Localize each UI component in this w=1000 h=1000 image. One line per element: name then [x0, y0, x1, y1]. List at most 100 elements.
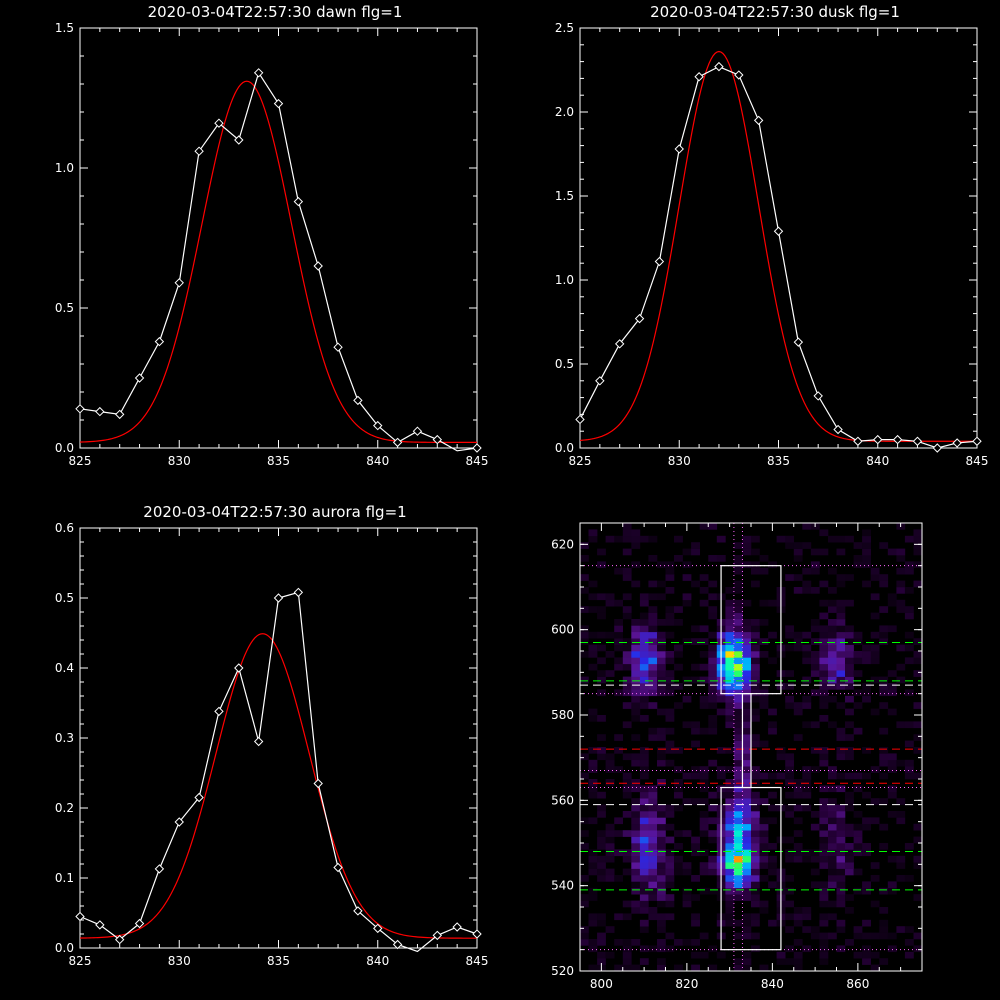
heatmap-cell: [913, 670, 922, 677]
heatmap-cell: [802, 651, 812, 658]
heatmap-cell: [896, 644, 906, 652]
heatmap-cell: [639, 612, 649, 620]
heatmap-cell: [751, 894, 760, 901]
heatmap-cell: [699, 599, 709, 607]
heatmap-cell: [657, 887, 666, 895]
heatmap-cell: [904, 843, 914, 850]
heatmap-cell: [622, 811, 632, 818]
heatmap-cell: [751, 651, 760, 658]
heatmap-cell: [580, 625, 589, 633]
aurora-data-point: [472, 929, 482, 939]
heatmap-cell: [793, 574, 803, 581]
heatmap-cell: [751, 868, 760, 876]
heatmap-cell: [836, 619, 846, 626]
heatmap-cell: [879, 542, 889, 549]
heatmap-cell: [665, 900, 675, 908]
heatmap-cell: [674, 619, 683, 626]
heatmap-cell: [657, 855, 666, 863]
heatmap-cell: [674, 830, 683, 837]
heatmap-cell: [776, 958, 786, 965]
heatmap-cell: [862, 919, 871, 927]
dawn-data-point: [75, 404, 85, 414]
heatmap-cell: [802, 542, 812, 549]
heatmap-cell: [759, 619, 769, 626]
heatmap-cell: [631, 804, 641, 812]
heatmap-cell: [742, 817, 752, 825]
heatmap-cell: [802, 644, 812, 652]
heatmap-cell: [725, 855, 735, 863]
heatmap-cell: [819, 919, 829, 927]
heatmap-cell: [733, 727, 743, 735]
heatmap-cell: [588, 868, 598, 876]
heatmap-xtick-label: 860: [846, 977, 869, 991]
heatmap-cell: [665, 567, 675, 575]
heatmap-cell: [639, 644, 649, 652]
heatmap-cell: [845, 843, 854, 850]
heatmap-cell: [887, 593, 897, 601]
heatmap-cell: [614, 964, 623, 971]
heatmap-cell: [733, 862, 743, 869]
heatmap-cell: [605, 836, 615, 844]
heatmap-cell: [657, 964, 666, 971]
heatmap-cell: [733, 631, 743, 639]
heatmap-cell: [759, 695, 769, 703]
heatmap-cell: [639, 785, 649, 793]
heatmap-cell: [639, 599, 649, 607]
heatmap-cell: [853, 727, 863, 735]
heatmap-cell: [879, 574, 889, 581]
heatmap-cell: [810, 548, 820, 556]
heatmap-cell: [648, 894, 658, 901]
heatmap-cell: [708, 715, 718, 722]
heatmap-cell: [742, 958, 752, 965]
heatmap-cell: [793, 587, 803, 594]
heatmap-cell: [733, 580, 743, 588]
dawn-xtick-label: 845: [466, 454, 489, 468]
heatmap-cell: [682, 887, 692, 895]
dawn-data-point: [234, 135, 244, 145]
heatmap-cell: [785, 779, 794, 786]
heatmap-cell: [622, 753, 632, 761]
heatmap-cell: [887, 599, 897, 607]
heatmap-cell: [862, 951, 871, 959]
heatmap-cell: [657, 753, 666, 761]
heatmap-cell: [648, 702, 658, 709]
heatmap-cell: [853, 823, 863, 831]
heatmap-cell: [665, 747, 675, 754]
heatmap-cell: [802, 791, 812, 799]
dawn-data-point: [154, 336, 165, 347]
heatmap-cell: [648, 875, 658, 882]
heatmap-cell: [845, 939, 854, 946]
heatmap-cell: [708, 580, 718, 588]
heatmap-cells: [580, 523, 922, 971]
heatmap-cell: [751, 567, 760, 575]
heatmap-cell: [657, 804, 666, 812]
heatmap-cell: [614, 638, 623, 645]
dawn-data-point: [412, 426, 423, 436]
heatmap-cell: [657, 817, 666, 825]
heatmap-cell: [605, 849, 615, 857]
heatmap-cell: [622, 913, 632, 921]
heatmap-cell: [751, 619, 760, 626]
heatmap-cell: [836, 868, 846, 876]
heatmap-cell: [699, 823, 709, 831]
heatmap-cell: [597, 747, 606, 754]
heatmap-cell: [913, 542, 922, 549]
heatmap-cell: [622, 721, 632, 729]
heatmap-cell: [828, 772, 837, 780]
heatmap-cell: [870, 567, 880, 575]
heatmap-cell: [699, 651, 709, 658]
heatmap-cell: [605, 951, 615, 959]
heatmap-cell: [802, 804, 812, 812]
heatmap-cell: [776, 747, 786, 754]
dusk-data-point: [972, 436, 982, 446]
heatmap-cell: [708, 817, 718, 825]
heatmap-cell: [733, 875, 743, 882]
heatmap-cell: [614, 689, 623, 697]
heatmap-cell: [699, 727, 709, 735]
heatmap-cell: [751, 715, 760, 722]
heatmap-cell: [836, 734, 846, 741]
heatmap-cell: [639, 747, 649, 754]
heatmap-cell: [597, 606, 606, 613]
aurora-title: 2020-03-04T22:57:30 aurora flg=1: [143, 503, 406, 521]
heatmap-cell: [657, 631, 666, 639]
